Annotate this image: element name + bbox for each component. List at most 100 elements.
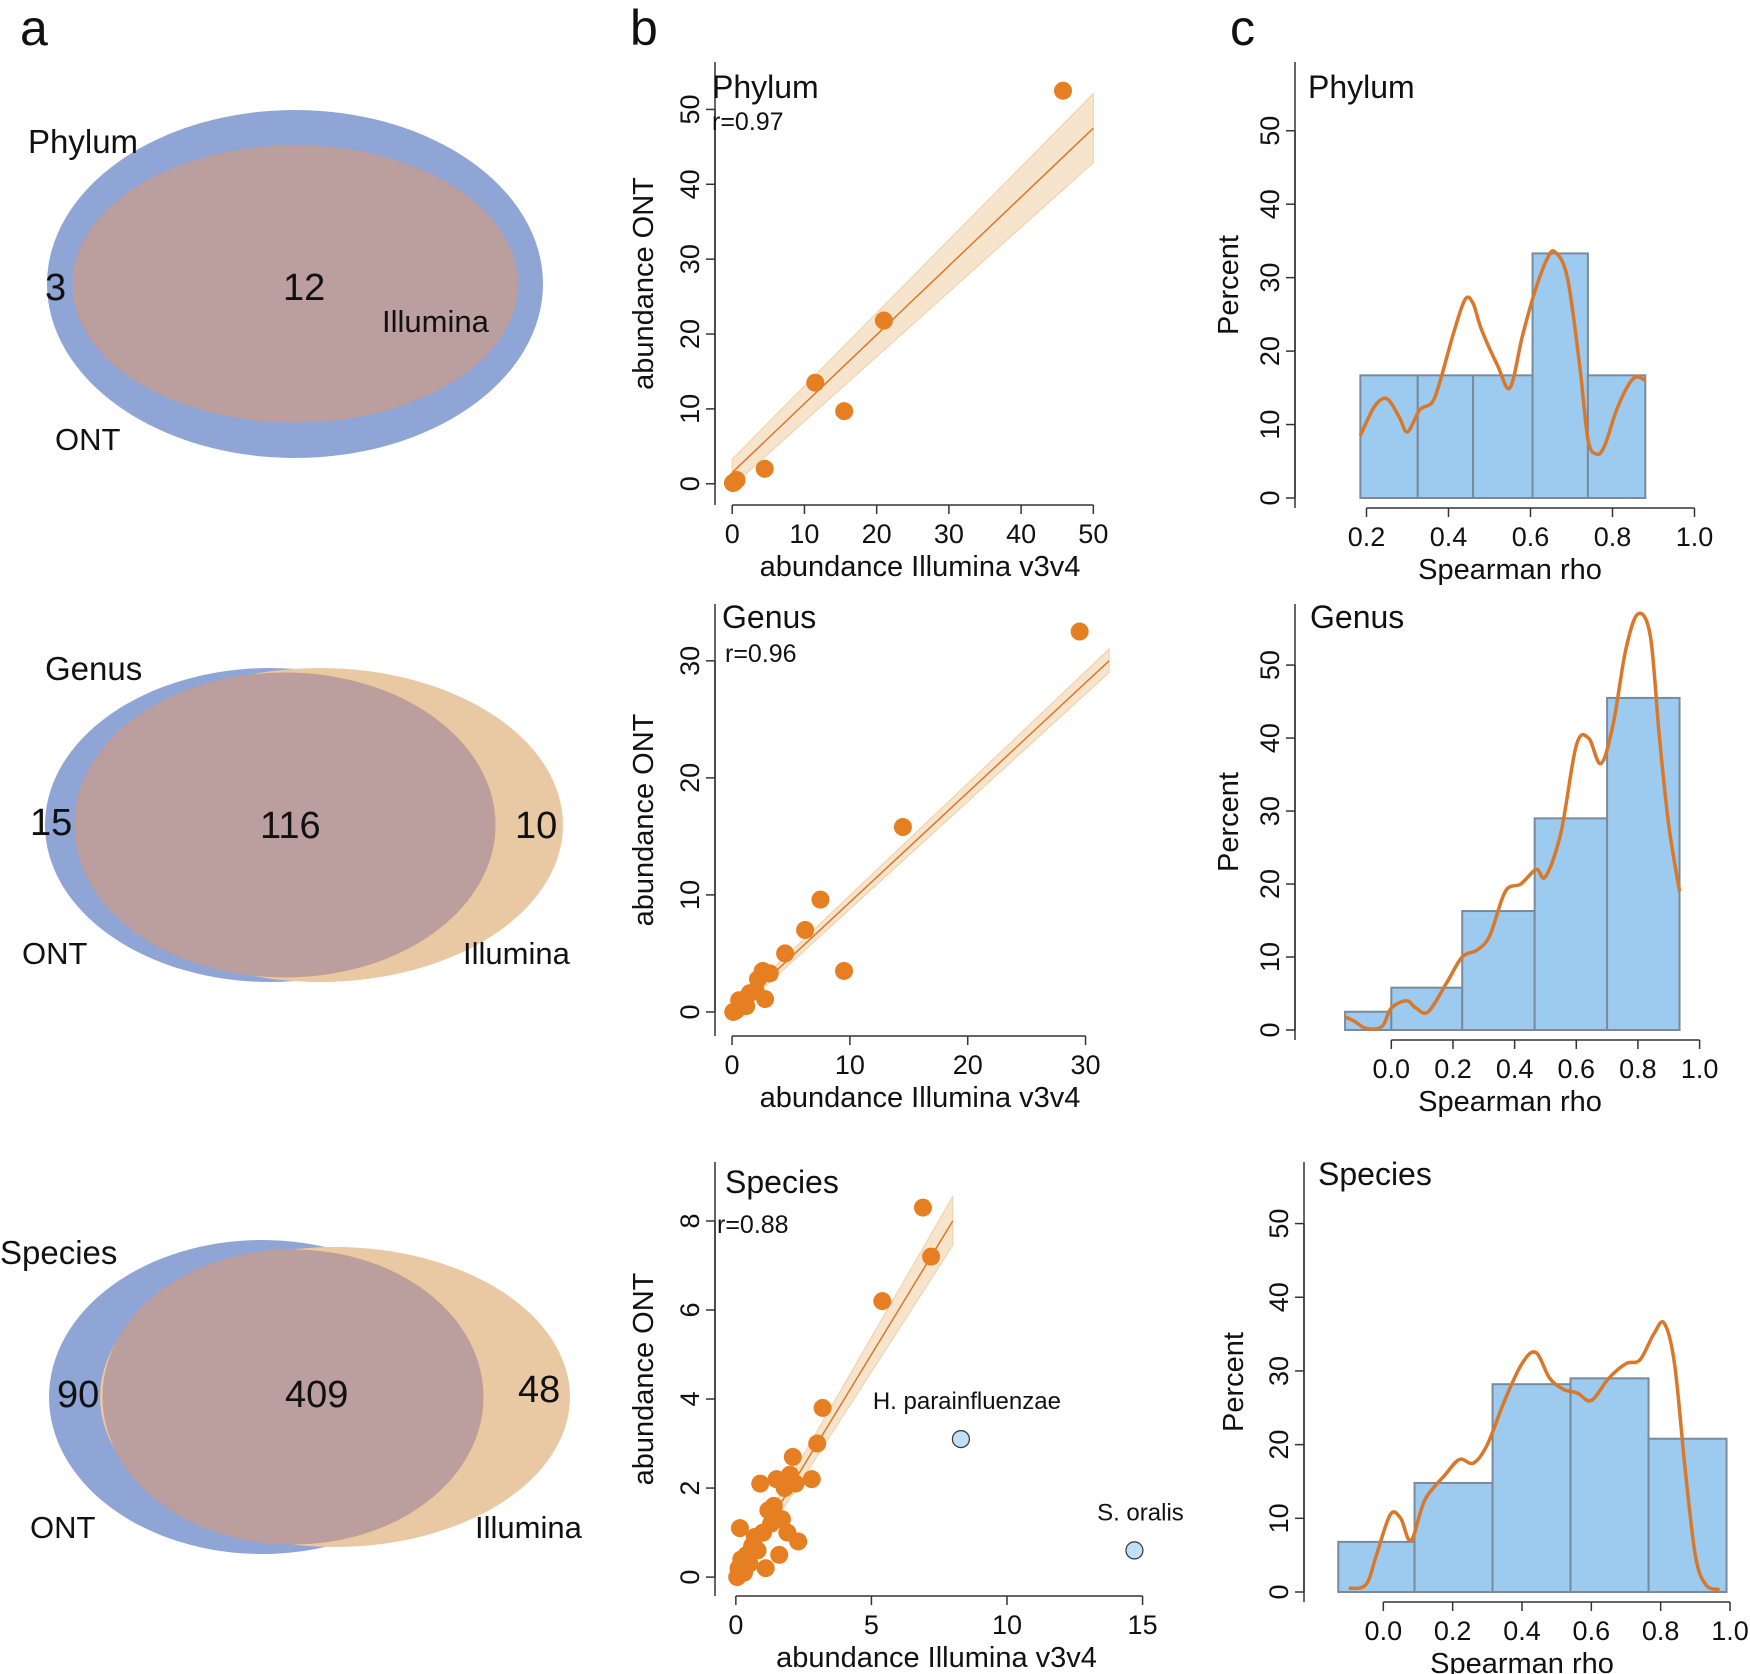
histogram-bar: [1337, 1540, 1416, 1594]
venn-shared-count: 409: [285, 1374, 348, 1416]
x-tick-label: 0.8: [1642, 1616, 1680, 1646]
x-axis-title: Spearman rho: [1418, 554, 1602, 586]
histogram-bar: [1461, 910, 1536, 1031]
venn-phylum: Phylum 3 12 Illumina ONT: [28, 110, 543, 458]
y-tick-label: 8: [675, 1213, 705, 1228]
data-point: [783, 1447, 802, 1466]
data-point: [764, 1496, 783, 1515]
y-tick-label: 0: [1255, 1022, 1285, 1037]
outlier-point: [1125, 1541, 1144, 1560]
data-point: [893, 818, 912, 837]
y-tick-label: 20: [675, 763, 705, 793]
x-tick-label: 0.6: [1558, 1054, 1596, 1084]
y-axis-title: abundance ONT: [628, 177, 660, 390]
data-point: [789, 1532, 808, 1551]
venn-species: Species 90 409 48 ONT Illumina: [0, 1234, 583, 1554]
data-point: [755, 459, 774, 478]
y-tick-label: 50: [1264, 1209, 1294, 1239]
venn-shared-count: 116: [260, 805, 321, 847]
data-point: [748, 1541, 767, 1560]
y-tick-label: 30: [675, 646, 705, 676]
x-tick-label: 1.0: [1711, 1616, 1749, 1646]
y-axis-title: Percent: [1213, 772, 1245, 872]
venn-illumina-only-count: 10: [515, 805, 557, 847]
y-tick-label: 0: [1264, 1584, 1294, 1599]
outlier-point: [951, 1429, 971, 1449]
outlier-label: H. parainfluenzae: [873, 1388, 1061, 1415]
data-point: [751, 1474, 770, 1493]
correlation-label: r=0.97: [712, 108, 784, 136]
y-tick-label: 30: [675, 244, 705, 274]
data-point: [730, 1519, 749, 1538]
histogram-bar: [1586, 374, 1647, 499]
y-tick-label: 0: [675, 476, 705, 491]
data-point: [873, 1292, 892, 1311]
panel-letter-a: a: [20, 0, 48, 56]
y-tick-label: 20: [1255, 336, 1285, 366]
chart-title: Species: [725, 1164, 839, 1200]
y-axis-title: Percent: [1213, 235, 1245, 335]
y-tick-label: 0: [675, 1570, 705, 1585]
data-point: [808, 1434, 827, 1453]
data-point: [813, 1398, 832, 1417]
x-tick-label: 10: [835, 1050, 865, 1080]
x-tick-label: 0.4: [1503, 1616, 1541, 1646]
x-tick-label: 10: [789, 519, 819, 549]
panel-letter-b: b: [630, 0, 658, 56]
chart-title: Species: [1318, 1156, 1432, 1192]
confidence-band: [731, 92, 1094, 488]
venn-genus: Genus 15 116 10 ONT Illumina: [22, 650, 571, 982]
data-point: [796, 921, 815, 940]
y-tick-label: 40: [1264, 1282, 1294, 1312]
venn-right-label: Illumina: [475, 1510, 583, 1545]
histogram-bar: [1533, 817, 1609, 1032]
y-tick-label: 10: [675, 880, 705, 910]
venn-right-label: Illumina: [463, 936, 571, 971]
data-point: [760, 964, 779, 983]
data-point: [806, 373, 825, 392]
x-tick-label: 0: [725, 519, 740, 549]
chart-histogram-genus: 0 10 20 30 40 50 0.0 0.2 0.4 0.6 0.8 1.0 Spearman rh…: [1213, 599, 1718, 1118]
data-point: [776, 944, 795, 963]
data-point: [835, 402, 854, 421]
venn-ont-only-count: 15: [30, 802, 72, 844]
venn-overlap: [102, 1249, 484, 1545]
x-tick-label: 0.6: [1512, 522, 1550, 552]
venn-left-label: ONT: [22, 936, 88, 971]
density-curve: [1344, 611, 1682, 1031]
histogram-bar: [1569, 1377, 1650, 1593]
data-point: [913, 1198, 932, 1217]
x-tick-label: 0.0: [1365, 1616, 1403, 1646]
data-point: [802, 1470, 821, 1489]
y-tick-label: 20: [675, 319, 705, 349]
x-tick-label: 20: [862, 519, 892, 549]
panel-letter-c: c: [1230, 0, 1255, 56]
y-axis-title: abundance ONT: [628, 1272, 660, 1485]
x-tick-label: 15: [1128, 1610, 1158, 1640]
y-tick-label: 0: [675, 1004, 705, 1019]
y-tick-label: 10: [1255, 942, 1285, 972]
y-tick-label: 30: [1255, 263, 1285, 293]
x-tick-label: 50: [1078, 519, 1108, 549]
x-tick-label: 0: [728, 1610, 743, 1640]
regression-line: [731, 660, 1110, 1013]
x-tick-label: 0.2: [1348, 522, 1386, 552]
histogram-bar: [1472, 374, 1534, 499]
chart-title: Phylum: [712, 69, 819, 105]
y-tick-label: 50: [1255, 650, 1285, 680]
data-point: [734, 992, 753, 1011]
outlier-label: S. oralis: [1097, 1499, 1184, 1526]
histogram-bar: [1606, 696, 1681, 1031]
histogram-bar: [1531, 252, 1589, 499]
y-tick-label: 20: [1264, 1430, 1294, 1460]
y-tick-label: 40: [1255, 189, 1285, 219]
y-tick-label: 20: [1255, 869, 1285, 899]
data-point: [786, 1474, 805, 1493]
chart-histogram-phylum: 0 10 20 30 40 50 0.2 0.4 0.6 0.8 1.0 Spearman rho Pe…: [1213, 62, 1713, 586]
x-tick-label: 30: [1071, 1050, 1101, 1080]
chart-title: Phylum: [1308, 69, 1415, 105]
x-tick-label: 0.8: [1619, 1054, 1657, 1084]
histogram-bar: [1491, 1383, 1572, 1594]
